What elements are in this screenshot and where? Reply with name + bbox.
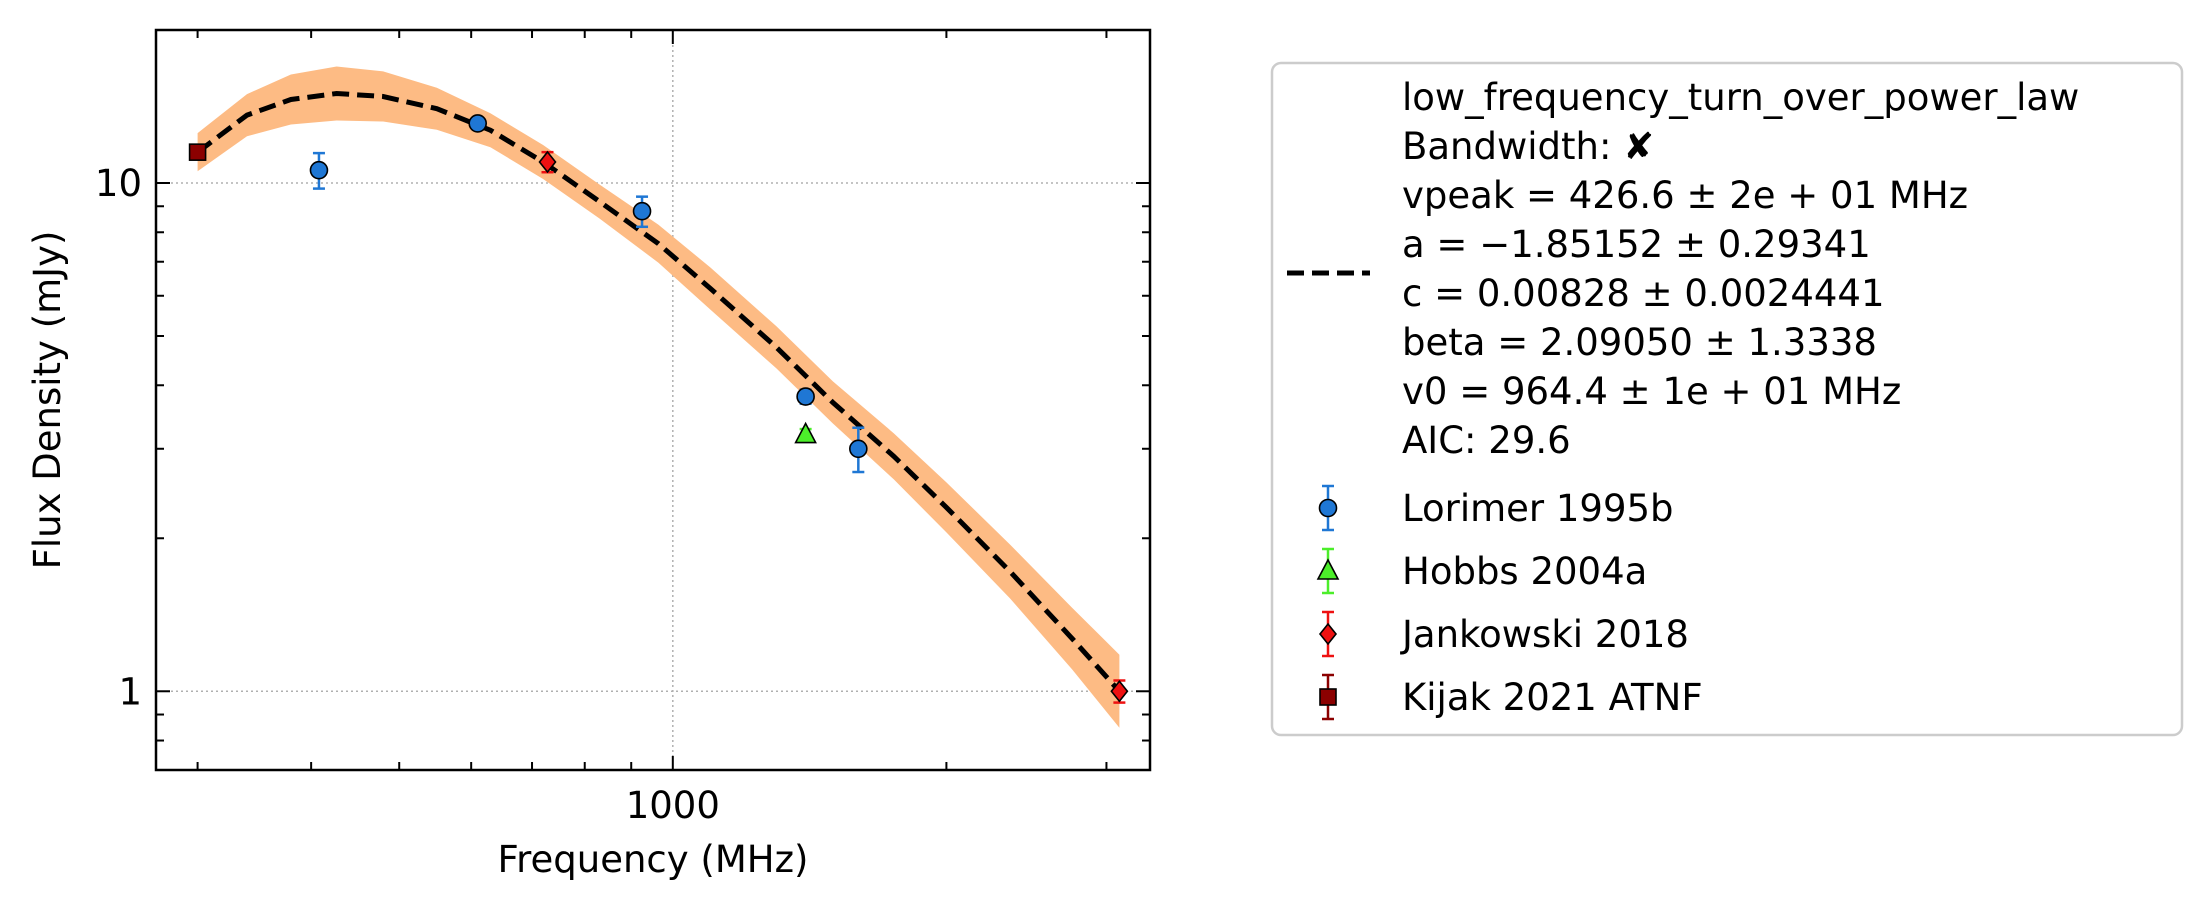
legend-fit-name: low_frequency_turn_over_power_law xyxy=(1402,76,2079,119)
x-axis-label: Frequency (MHz) xyxy=(498,838,809,881)
legend-series: Lorimer 1995b Hobbs 2004a Jankowski 2018 Ki… xyxy=(1316,484,1703,721)
plot-frame xyxy=(154,28,1152,772)
series-jankowski-2018 xyxy=(538,150,1129,704)
legend-marker xyxy=(1318,498,1338,518)
series-lorimer-1995b xyxy=(309,114,868,474)
y-axis-label: Flux Density (mJy) xyxy=(26,231,69,570)
legend-label: Jankowski 2018 xyxy=(1400,613,1689,656)
legend-fit-line: vpeak = 426.6 ± 2e + 01 MHz xyxy=(1402,174,1968,217)
data-point xyxy=(794,421,817,444)
data-point xyxy=(188,143,207,161)
data-point xyxy=(1110,679,1129,703)
series-kijak-2021-atnf xyxy=(188,143,207,161)
legend-marker xyxy=(1318,622,1338,646)
legend-entry: Hobbs 2004a xyxy=(1316,547,1647,595)
series-hobbs-2004a xyxy=(794,421,817,444)
legend-fit-line: beta = 2.09050 ± 1.3338 xyxy=(1402,321,1877,364)
fit-curve xyxy=(196,90,1122,693)
y-tick-label: 10 xyxy=(95,162,142,205)
legend-fit-line: v0 = 964.4 ± 1e + 01 MHz xyxy=(1402,370,1901,413)
data-point xyxy=(849,439,868,459)
data-point xyxy=(632,201,652,221)
data-point xyxy=(468,114,488,133)
data-point xyxy=(538,150,557,174)
axis-ticks: 1000 1 10 xyxy=(95,30,1150,827)
legend-label: Lorimer 1995b xyxy=(1402,487,1674,530)
legend-marker xyxy=(1319,688,1337,706)
grid xyxy=(156,30,1150,770)
legend-label: Hobbs 2004a xyxy=(1402,550,1647,593)
legend-entry: Jankowski 2018 xyxy=(1318,610,1689,658)
legend-fit-line: a = −1.85152 ± 0.29341 xyxy=(1402,223,1871,266)
legend-entry: Lorimer 1995b xyxy=(1318,484,1674,532)
y-tick-label: 1 xyxy=(118,670,142,713)
data-point xyxy=(309,160,329,180)
legend-fit-line: Bandwidth: ✘ xyxy=(1402,125,1654,168)
data-point xyxy=(796,387,815,406)
legend-label: Kijak 2021 ATNF xyxy=(1402,676,1703,719)
data-points xyxy=(188,114,1129,704)
legend: low_frequency_turn_over_power_law Bandwid… xyxy=(1270,61,2184,737)
x-tick-label: 1000 xyxy=(626,784,720,827)
legend-entry: Kijak 2021 ATNF xyxy=(1319,673,1703,721)
legend-fit-line: AIC: 29.6 xyxy=(1402,419,1571,462)
legend-frame xyxy=(1270,61,2184,737)
legend-fit-text: low_frequency_turn_over_power_law Bandwid… xyxy=(1402,76,2079,462)
legend-marker xyxy=(1316,558,1340,580)
legend-fit-line: c = 0.00828 ± 0.0024441 xyxy=(1402,272,1884,315)
fit-curve-layer xyxy=(196,90,1122,693)
